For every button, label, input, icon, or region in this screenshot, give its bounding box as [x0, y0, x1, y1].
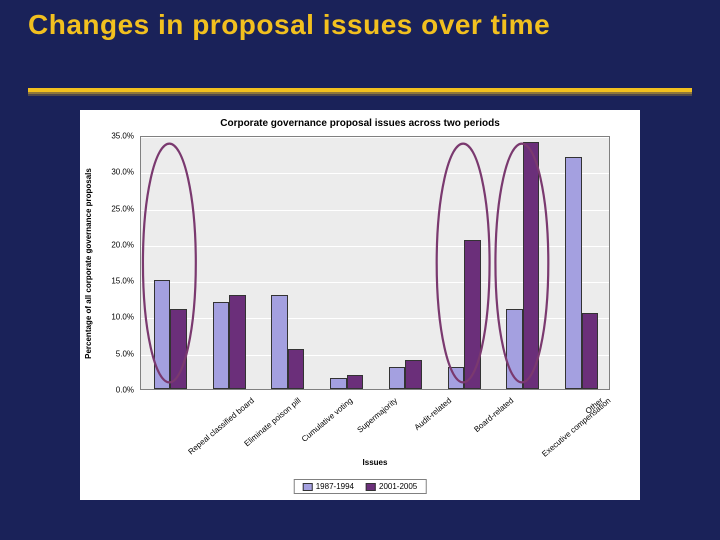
bar: [330, 378, 346, 389]
bar: [154, 280, 170, 389]
slide-title: Changes in proposal issues over time: [28, 10, 692, 40]
legend-swatch: [303, 483, 313, 491]
bar: [506, 309, 522, 389]
bar: [213, 302, 229, 389]
bar: [347, 375, 363, 390]
bar: [271, 295, 287, 389]
bar: [565, 157, 581, 389]
y-tick: 0.0%: [116, 386, 134, 395]
x-tick-label: Supermajority: [355, 396, 399, 435]
bar: [405, 360, 421, 389]
y-tick: 10.0%: [111, 313, 134, 322]
y-tick: 30.0%: [111, 168, 134, 177]
bar: [229, 295, 245, 389]
plot-area: [140, 136, 610, 390]
legend-item: 2001-2005: [366, 482, 417, 491]
bar: [582, 313, 598, 389]
y-tick: 15.0%: [111, 277, 134, 286]
legend-label: 2001-2005: [379, 482, 417, 491]
x-tick-label: Audit-related: [413, 396, 454, 432]
y-tick: 20.0%: [111, 240, 134, 249]
bar: [523, 142, 539, 389]
legend: 1987-1994 2001-2005: [294, 479, 427, 494]
y-tick: 35.0%: [111, 132, 134, 141]
x-tick-label: Cumulative voting: [300, 396, 355, 444]
chart-panel: Corporate governance proposal issues acr…: [80, 110, 640, 500]
bar: [464, 240, 480, 389]
y-tick: 5.0%: [116, 349, 134, 358]
y-tick: 25.0%: [111, 204, 134, 213]
slide: Changes in proposal issues over time Cor…: [0, 0, 720, 540]
bar: [288, 349, 304, 389]
chart-title: Corporate governance proposal issues acr…: [80, 118, 640, 129]
bar: [389, 367, 405, 389]
title-underline: [28, 88, 692, 96]
x-axis-title: Issues: [140, 458, 610, 467]
x-tick-label: Repeal classified board: [187, 396, 256, 456]
legend-item: 1987-1994: [303, 482, 354, 491]
legend-label: 1987-1994: [316, 482, 354, 491]
y-axis: 0.0%5.0%10.0%15.0%20.0%25.0%30.0%35.0%: [80, 136, 140, 390]
gridline: [141, 137, 609, 138]
bar: [448, 367, 464, 389]
legend-swatch: [366, 483, 376, 491]
x-axis: Repeal classified boardEliminate poison …: [140, 390, 610, 460]
bar: [170, 309, 186, 389]
x-tick-label: Board-related: [472, 396, 515, 434]
